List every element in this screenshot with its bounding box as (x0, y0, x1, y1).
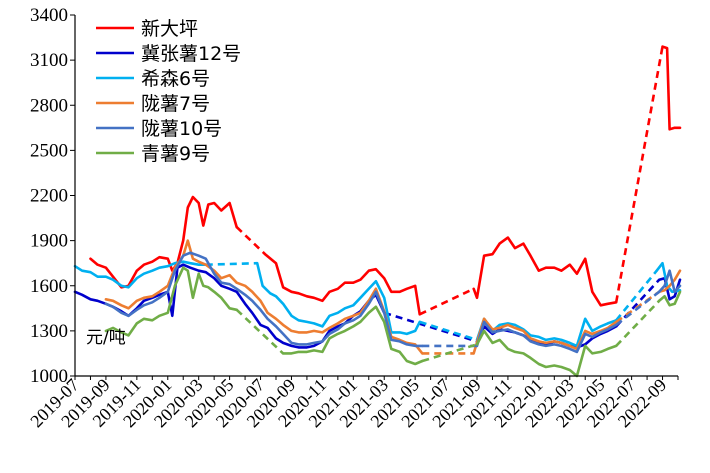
series-line (104, 251, 424, 348)
series-line-dashed (383, 311, 478, 343)
legend-label: 新大坪 (141, 18, 198, 40)
legend-label: 希森6号 (141, 68, 210, 90)
series-1 (89, 45, 682, 316)
series-line (472, 236, 618, 307)
series-line-dashed (235, 226, 266, 256)
series-line (661, 45, 682, 131)
series-line-dashed (614, 46, 664, 303)
unit-label: 元/吨 (86, 328, 126, 348)
legend-label: 陇薯10号 (141, 118, 222, 140)
series-line (104, 239, 424, 355)
y-tick-label: 1900 (30, 231, 68, 252)
y-tick-label: 1600 (30, 276, 68, 297)
legend-label: 冀张薯12号 (141, 43, 241, 65)
series-line-dashed (615, 269, 658, 322)
y-tick-label: 2200 (30, 186, 68, 207)
y-tick-label: 3400 (30, 5, 68, 26)
series-line (255, 261, 422, 336)
series-line (475, 329, 618, 378)
x-axis-ticks: 2019-072019-092019-112020-012020-032020-… (26, 375, 679, 431)
series-line (263, 252, 422, 316)
series-3 (73, 260, 682, 348)
series-line-dashed (615, 299, 661, 347)
y-tick-label: 1300 (30, 321, 68, 342)
series-line-dashed (421, 343, 478, 363)
series-6 (104, 266, 682, 378)
y-axis-ticks: 1000 1300 1600 1900 2200 2500 2800 3100 3400 (30, 5, 75, 387)
legend-label: 陇薯7号 (141, 93, 210, 115)
series-line (657, 269, 682, 294)
y-tick-label: 3100 (30, 50, 68, 71)
y-tick-label: 1000 (30, 366, 68, 387)
series-line-dashed (205, 261, 258, 266)
series-line-dashed (419, 320, 478, 342)
legend-label: 青薯9号 (141, 143, 210, 165)
series-line-dashed (615, 278, 661, 328)
series-line (475, 320, 618, 354)
series-line (475, 317, 618, 348)
series-line-dashed (419, 287, 475, 316)
series-line-dashed (235, 308, 284, 355)
series-line (475, 325, 618, 349)
y-tick-label: 2500 (30, 140, 68, 161)
series-line (73, 260, 208, 289)
y-tick-label: 2800 (30, 95, 68, 116)
series-line (104, 266, 238, 337)
series-line (472, 317, 618, 355)
series-line-dashed (615, 290, 660, 326)
series-line (281, 305, 424, 366)
series-line (657, 290, 682, 307)
series-line (657, 269, 682, 294)
plot-area (73, 45, 682, 378)
series-5 (104, 251, 682, 354)
